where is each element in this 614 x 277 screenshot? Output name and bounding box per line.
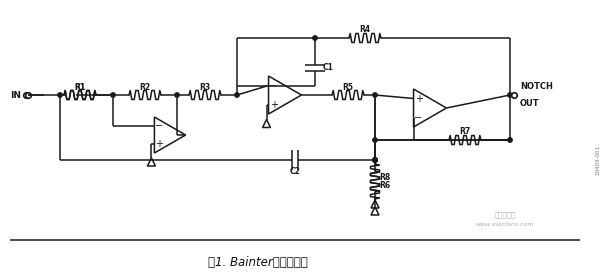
Text: IN: IN	[10, 91, 21, 99]
Text: 10403-001: 10403-001	[596, 145, 600, 175]
Text: OUT: OUT	[520, 99, 540, 108]
Text: R8: R8	[379, 173, 391, 183]
Text: R1: R1	[74, 83, 85, 91]
Circle shape	[373, 93, 377, 97]
Text: −: −	[270, 81, 278, 91]
Circle shape	[175, 93, 179, 97]
Circle shape	[373, 158, 377, 162]
Text: +: +	[155, 139, 163, 149]
Text: R5: R5	[343, 83, 354, 91]
Circle shape	[58, 93, 62, 97]
Text: www.elecfans.com: www.elecfans.com	[476, 222, 534, 227]
Text: 电子发烧友: 电子发烧友	[494, 212, 516, 218]
Text: R3: R3	[200, 83, 211, 91]
Text: C1: C1	[322, 63, 333, 73]
Text: R1: R1	[74, 83, 85, 91]
Text: −: −	[414, 112, 422, 122]
Circle shape	[373, 158, 377, 162]
Text: +: +	[414, 94, 422, 104]
Text: R7: R7	[459, 127, 470, 137]
Circle shape	[508, 93, 512, 97]
Text: C2: C2	[290, 166, 300, 176]
Circle shape	[373, 138, 377, 142]
Text: +: +	[270, 99, 278, 109]
Text: R2: R2	[139, 83, 150, 91]
Circle shape	[111, 93, 115, 97]
Text: R6: R6	[379, 181, 391, 189]
Circle shape	[373, 158, 377, 162]
Text: 图1. Bainter陷波滤波器: 图1. Bainter陷波滤波器	[208, 255, 308, 268]
Circle shape	[313, 36, 317, 40]
Circle shape	[235, 93, 239, 97]
Text: −: −	[155, 121, 163, 131]
Text: NOTCH: NOTCH	[520, 82, 553, 91]
Circle shape	[508, 138, 512, 142]
Text: R4: R4	[359, 25, 371, 35]
